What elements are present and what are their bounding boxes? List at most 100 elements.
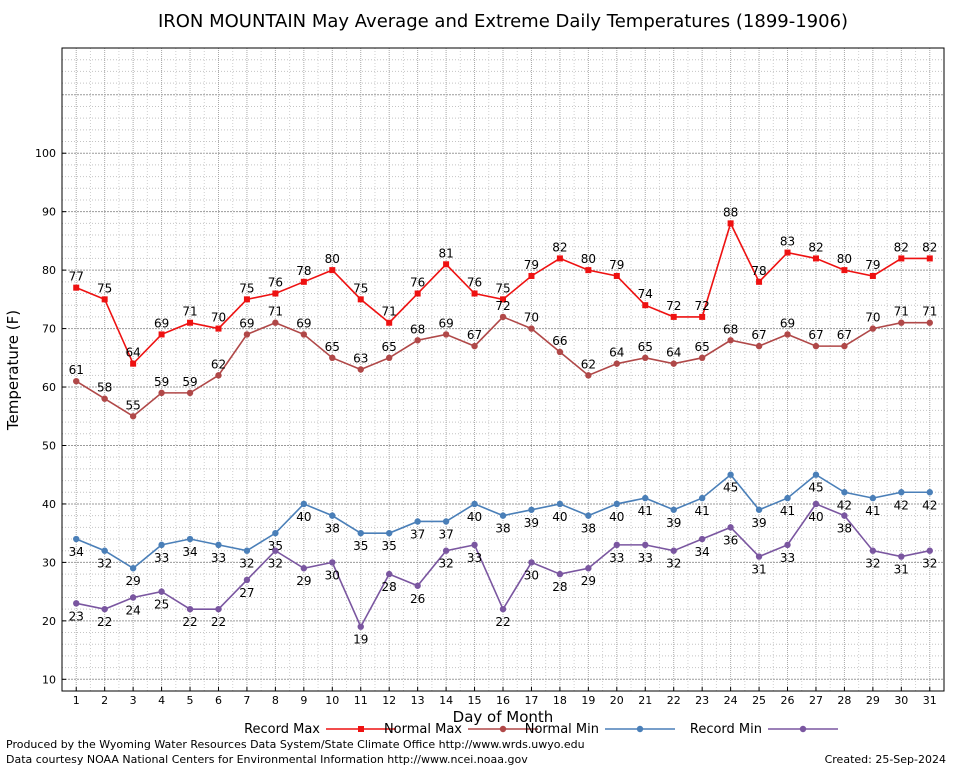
data-point-normal-max — [642, 354, 649, 362]
data-label-normal-min: 35 — [268, 539, 283, 553]
data-label-normal-min: 40 — [296, 510, 311, 524]
data-point-normal-max — [556, 348, 564, 356]
data-label-record-min: 22 — [97, 615, 112, 629]
data-label-normal-min: 41 — [695, 504, 710, 518]
data-label-normal-max: 68 — [410, 322, 425, 336]
x-tick-label: 4 — [158, 694, 165, 707]
data-label-normal-max: 65 — [325, 340, 340, 354]
data-label-normal-min: 41 — [865, 504, 880, 518]
series-normal-min: 34 32 29 33 34 33 32 35 40 38 35 35 37 37 40 38 39 40 38 40… — [69, 471, 937, 588]
y-axis-label: Temperature (F) — [4, 310, 22, 431]
data-label-record-max: 79 — [524, 258, 539, 272]
data-label-record-min: 33 — [609, 551, 624, 565]
data-point-normal-min — [471, 500, 478, 508]
data-label-normal-min: 32 — [97, 557, 112, 571]
data-point-record-min — [670, 547, 677, 554]
data-label-normal-min: 32 — [239, 557, 254, 571]
data-label-record-max: 83 — [780, 235, 795, 249]
data-point-normal-max — [471, 342, 478, 350]
data-point-normal-min — [73, 535, 80, 543]
data-label-normal-min: 38 — [325, 522, 340, 536]
data-label-normal-max: 71 — [268, 305, 283, 319]
data-label-record-max: 72 — [695, 299, 710, 313]
data-label-normal-max: 68 — [723, 322, 738, 336]
data-label-normal-max: 62 — [211, 357, 226, 371]
data-point-normal-max — [243, 331, 251, 338]
x-tick-label: 8 — [272, 694, 279, 707]
data-label-record-max: 78 — [296, 264, 311, 278]
data-label-normal-min: 29 — [125, 574, 140, 588]
y-tick-label: 70 — [42, 323, 56, 336]
data-point-record-min — [357, 623, 364, 630]
data-point-record-min — [129, 594, 137, 601]
data-label-record-min: 33 — [467, 551, 482, 565]
data-label-normal-max: 69 — [239, 316, 254, 330]
data-label-normal-max: 62 — [581, 357, 596, 371]
x-tick-label: 20 — [610, 694, 624, 707]
data-label-record-max: 82 — [552, 240, 567, 254]
data-label-normal-max: 63 — [353, 352, 368, 366]
data-point-normal-min — [101, 547, 108, 554]
data-point-record-max — [215, 325, 222, 332]
data-point-record-min — [727, 524, 734, 531]
data-label-normal-max: 67 — [751, 328, 766, 342]
data-point-normal-max — [698, 354, 706, 362]
data-label-record-max: 76 — [467, 276, 482, 290]
data-point-normal-max — [585, 372, 592, 379]
data-label-normal-min: 35 — [353, 539, 368, 553]
footer-courtesy: Data courtesy NOAA National Centers for … — [6, 753, 528, 766]
y-tick-label: 20 — [42, 615, 56, 628]
data-point-record-max — [443, 261, 450, 268]
legend-label: Record Min — [690, 722, 762, 737]
data-point-normal-max — [158, 389, 165, 397]
data-label-normal-min: 35 — [382, 539, 397, 553]
data-label-record-max: 70 — [211, 311, 226, 325]
data-label-normal-min: 38 — [495, 522, 510, 536]
data-point-normal-min — [585, 512, 592, 519]
data-point-normal-max — [129, 413, 137, 420]
footer-produced-by: Produced by the Wyoming Water Resources … — [6, 738, 585, 751]
data-label-normal-max: 69 — [438, 316, 453, 330]
data-point-normal-max — [499, 313, 507, 321]
data-point-normal-max — [272, 319, 279, 326]
legend-label: Record Max — [244, 722, 320, 737]
series-layer: 77 75 64 69 71 70 75 76 78 80 75 71 76 81 76 75 79 82 80 79… — [69, 205, 938, 646]
data-point-record-min — [556, 570, 564, 578]
data-label-record-min: 32 — [438, 557, 453, 571]
data-label-normal-max: 71 — [922, 305, 937, 319]
data-label-normal-min: 39 — [666, 516, 681, 530]
data-point-normal-min — [499, 512, 507, 519]
data-point-record-min — [698, 535, 706, 543]
data-label-normal-min: 40 — [467, 510, 482, 524]
x-tick-label: 9 — [300, 694, 307, 707]
x-tick-label: 28 — [837, 694, 851, 707]
x-tick-label: 30 — [894, 694, 908, 707]
data-point-record-max — [187, 319, 194, 326]
data-label-record-min: 25 — [154, 598, 169, 612]
data-label-normal-min: 42 — [837, 498, 852, 512]
y-tick-label: 40 — [42, 498, 56, 511]
data-point-normal-min — [642, 494, 649, 502]
data-label-record-max: 69 — [154, 316, 169, 330]
data-label-normal-max: 59 — [154, 375, 169, 389]
data-point-record-max — [869, 272, 876, 279]
data-label-record-min: 29 — [296, 574, 311, 588]
data-label-record-min: 26 — [410, 592, 425, 606]
x-tick-label: 22 — [667, 694, 681, 707]
data-label-record-max: 75 — [97, 281, 112, 295]
data-point-normal-min — [670, 506, 677, 513]
data-label-normal-max: 67 — [808, 328, 823, 342]
data-label-record-min: 31 — [894, 563, 909, 577]
data-point-record-min — [186, 605, 194, 613]
data-point-record-max — [101, 296, 108, 303]
legend-swatch-marker — [636, 725, 644, 733]
data-point-normal-min — [300, 500, 308, 508]
x-tick-label: 27 — [809, 694, 823, 707]
data-point-normal-min — [357, 529, 364, 537]
data-label-record-min: 22 — [182, 615, 197, 629]
data-label-record-max: 76 — [410, 276, 425, 290]
x-tick-label: 17 — [524, 694, 538, 707]
data-label-normal-min: 38 — [581, 522, 596, 536]
series-record-max: 77 75 64 69 71 70 75 76 78 80 75 71 76 81 76 75 79 82 80 79… — [69, 205, 937, 367]
